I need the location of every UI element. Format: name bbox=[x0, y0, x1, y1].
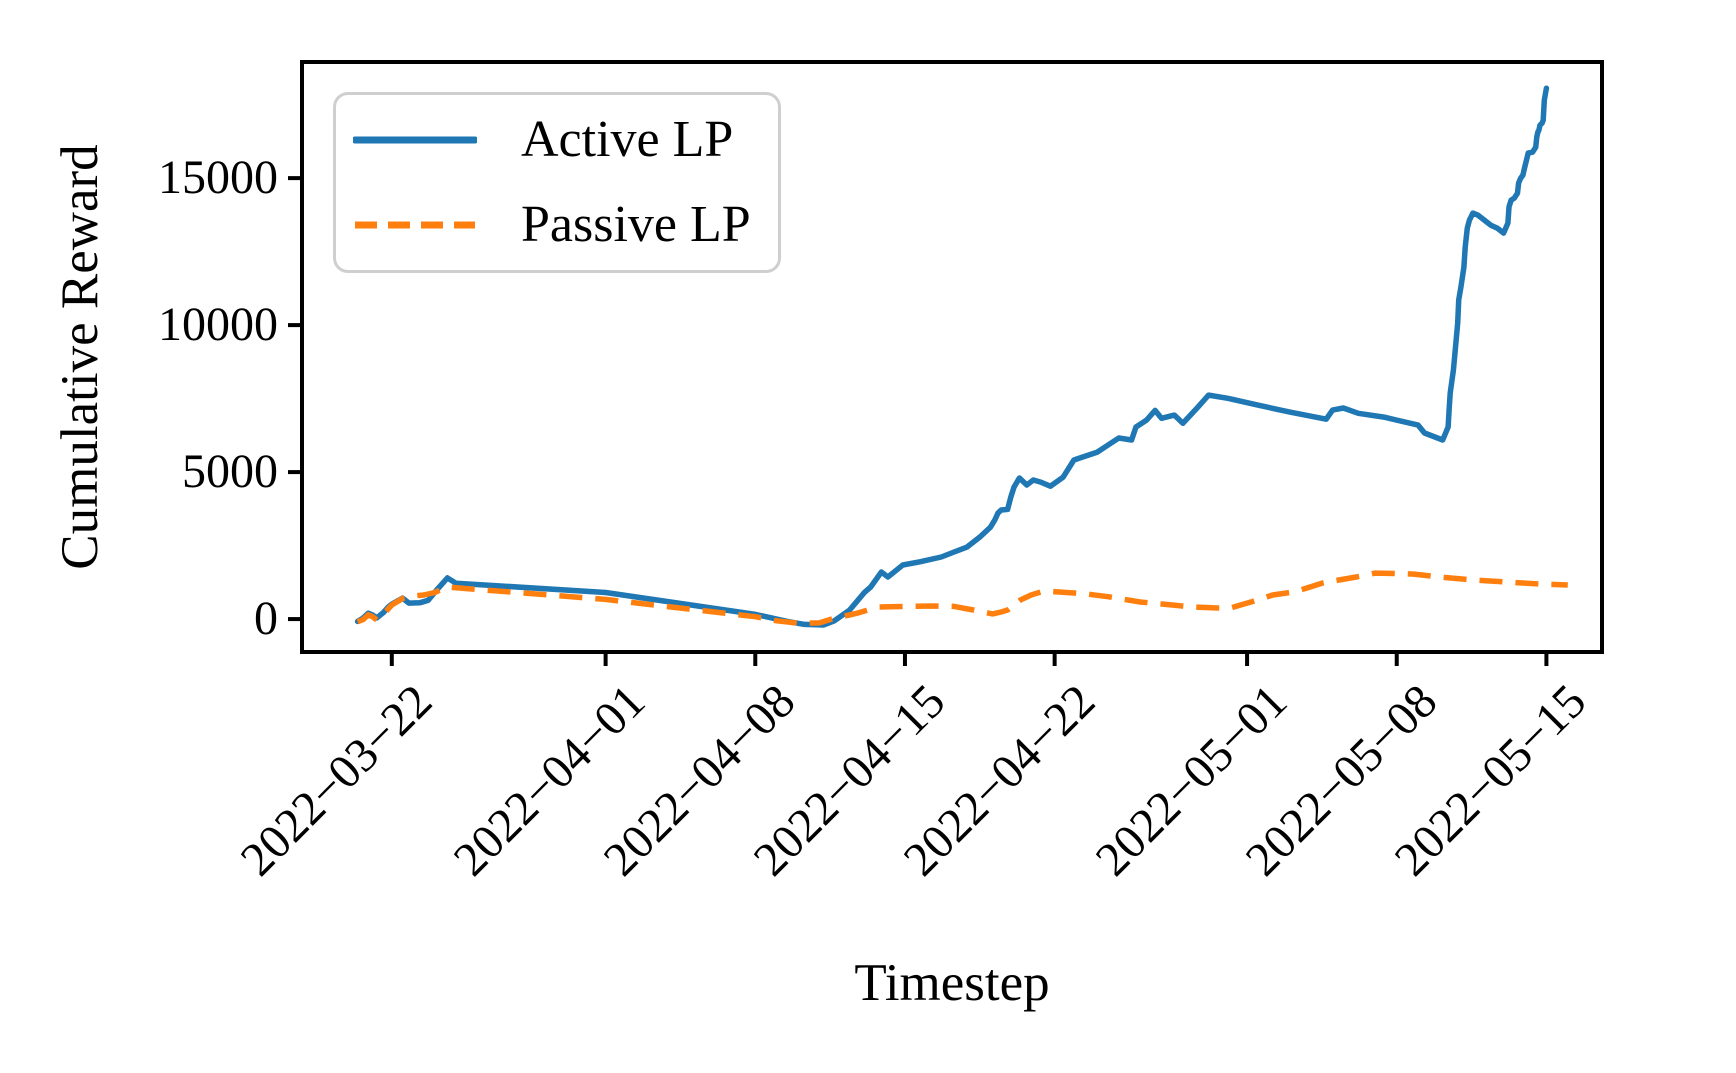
y-tick-label: 0 bbox=[254, 592, 278, 646]
legend-label-passive-lp: Passive LP bbox=[521, 196, 751, 253]
y-tick-label: 5000 bbox=[182, 445, 278, 499]
series-line-passive-lp bbox=[356, 570, 1568, 626]
legend-label-active-lp: Active LP bbox=[521, 111, 734, 168]
legend: Active LP Passive LP bbox=[333, 92, 781, 273]
series-line-active-lp bbox=[354, 85, 1550, 628]
legend-item-passive-lp: Passive LP bbox=[336, 185, 778, 265]
axes-spines bbox=[300, 60, 1604, 654]
y-tick-label: 10000 bbox=[158, 298, 278, 352]
active-lp-line-sample-icon bbox=[353, 136, 477, 144]
y-tick-label: 15000 bbox=[158, 151, 278, 205]
x-axis-label: Timestep bbox=[854, 954, 1050, 1012]
y-axis-label: Cumulative Reward bbox=[51, 144, 109, 570]
passive-lp-line-sample-icon bbox=[355, 221, 475, 229]
legend-item-active-lp: Active LP bbox=[336, 100, 778, 180]
